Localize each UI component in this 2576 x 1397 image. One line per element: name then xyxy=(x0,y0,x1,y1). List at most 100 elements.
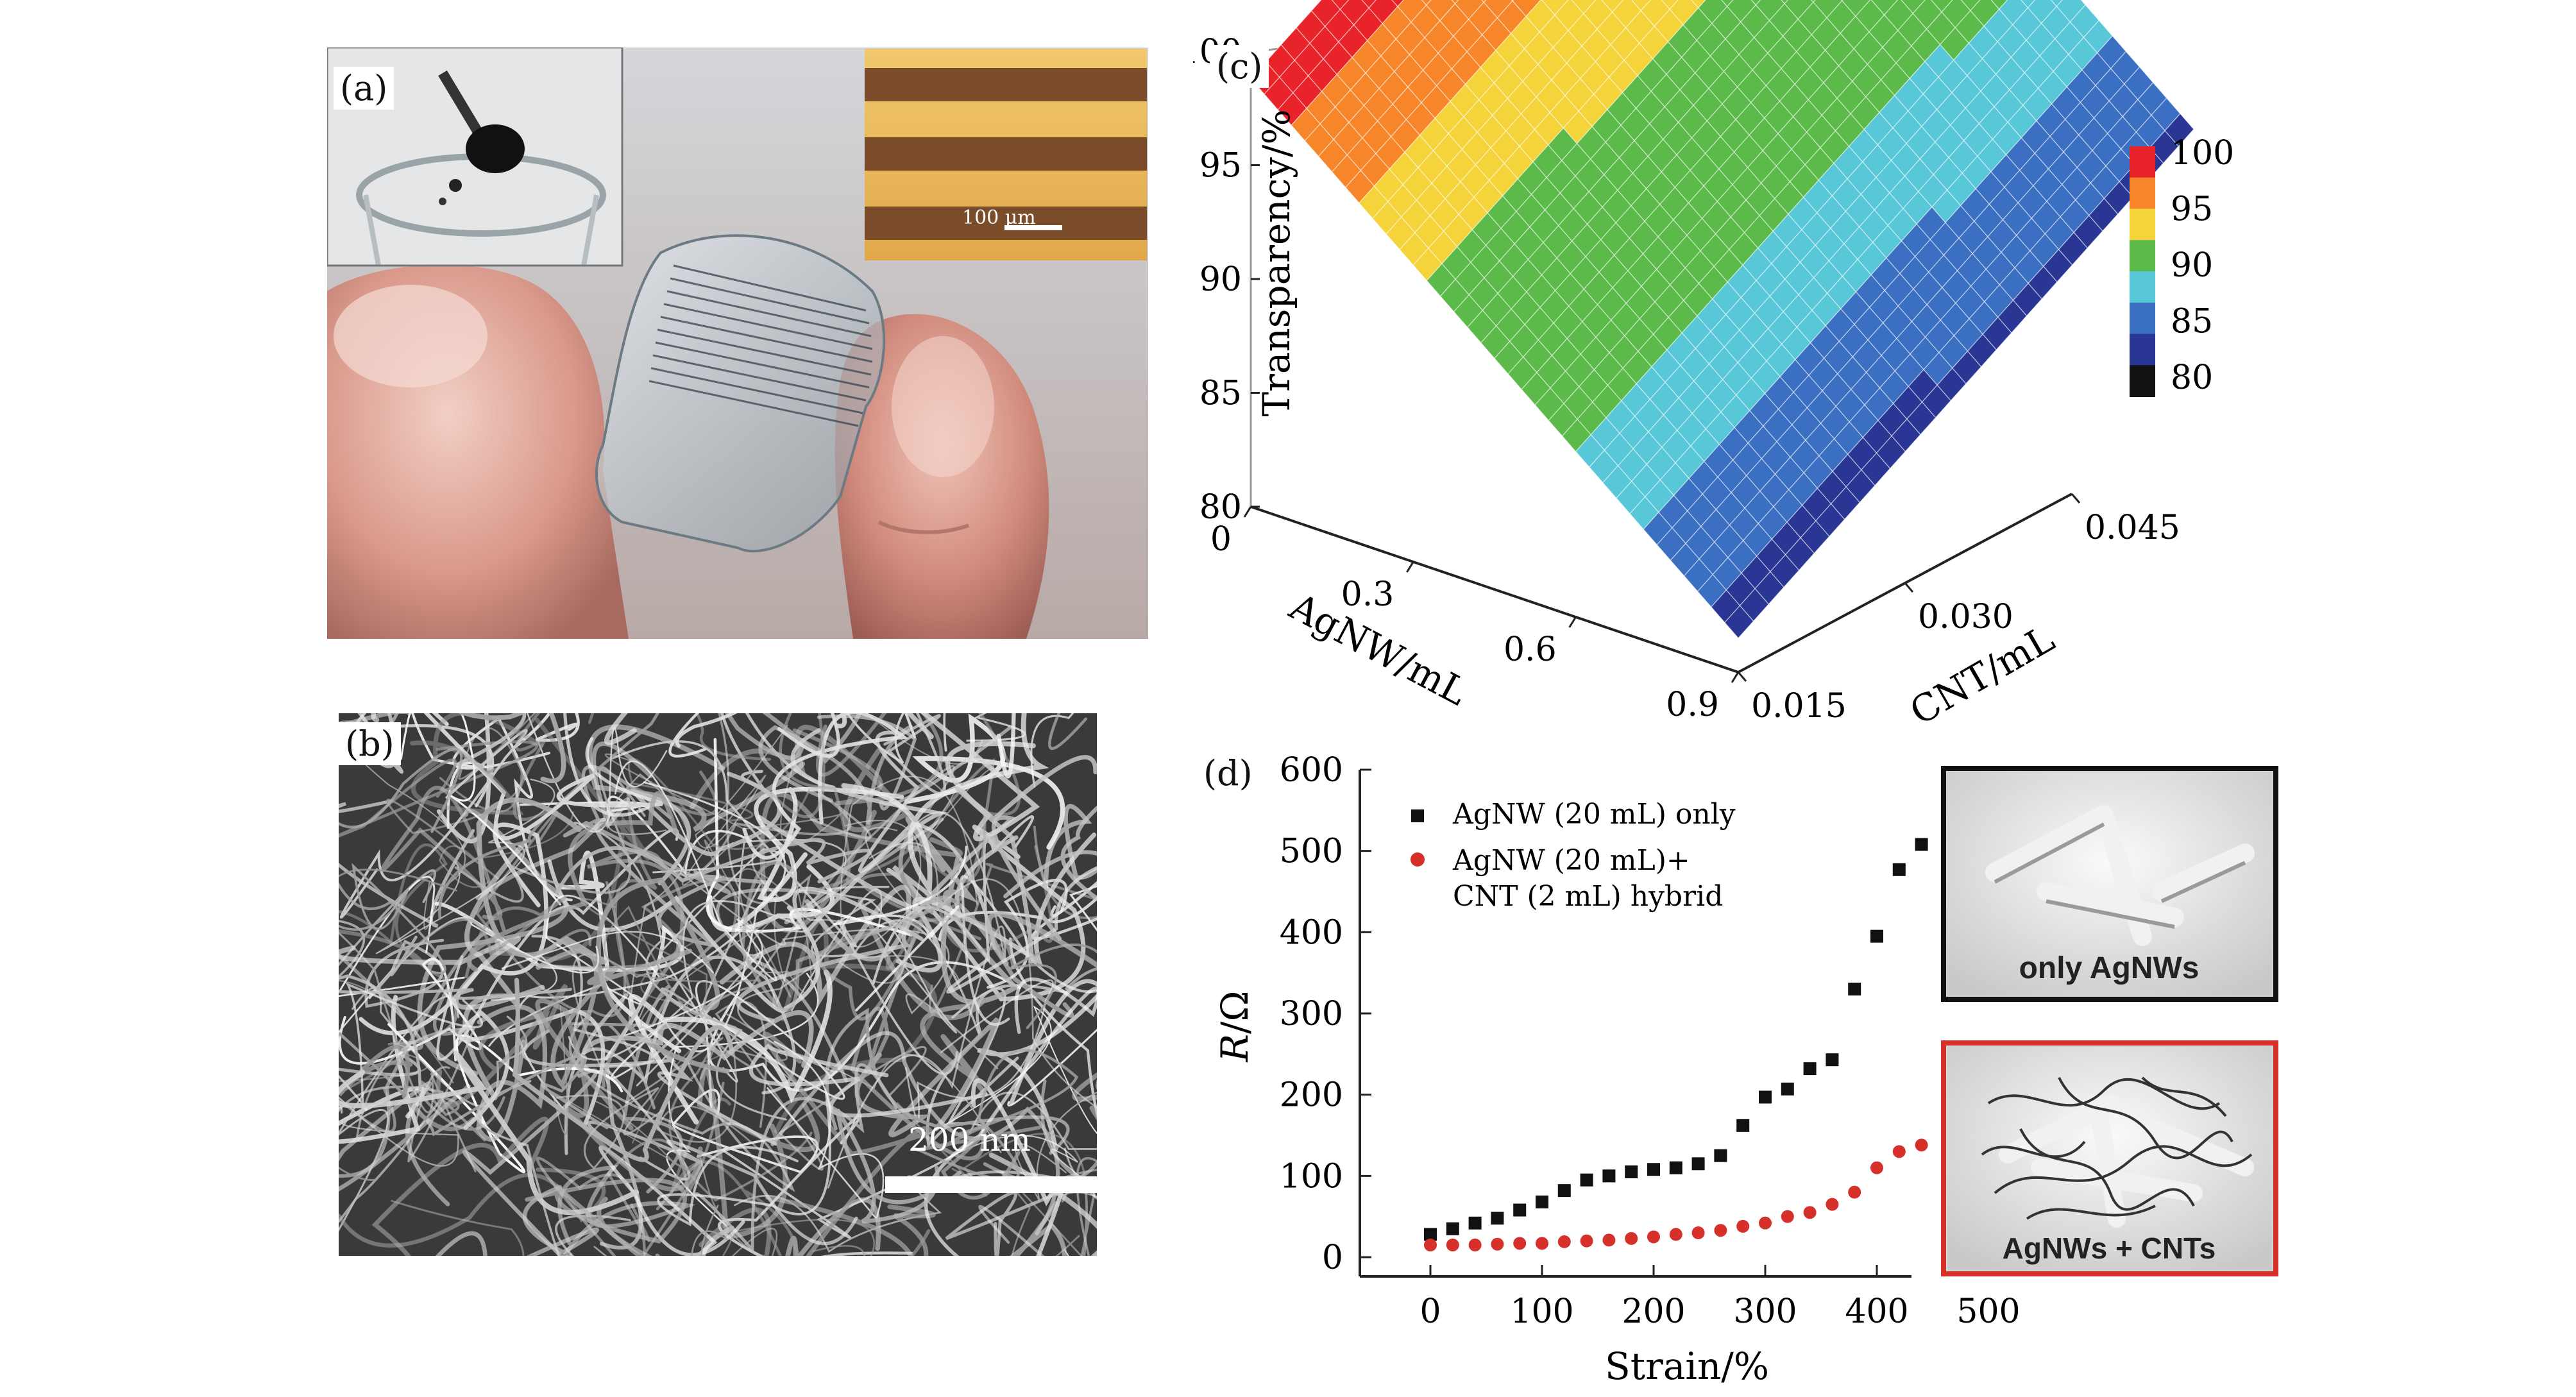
z-tick-label: 90 xyxy=(1199,260,1242,299)
y-tick-mark xyxy=(1904,582,1914,593)
sem-fiber xyxy=(671,1088,819,1174)
sem-fiber xyxy=(816,701,1021,892)
sem-fiber xyxy=(555,1087,663,1170)
sem-fiber xyxy=(690,724,911,833)
sem-fiber xyxy=(552,1004,688,1171)
x-tick-label: 0.3 xyxy=(1341,575,1394,614)
d-ylabel: R/Ω xyxy=(1213,990,1257,1062)
colorbar-segment xyxy=(2130,271,2155,303)
colorbar-tick-label: 80 xyxy=(2171,359,2213,397)
y-tick-label: 0.015 xyxy=(1751,687,1847,725)
colorbar-segment xyxy=(2130,302,2155,335)
surface-cell xyxy=(1391,0,1404,8)
point-agnw-cnt-hybrid xyxy=(1580,1234,1593,1248)
sem-fiber xyxy=(767,1040,885,1221)
d-x-tick-label: 0 xyxy=(1419,1292,1441,1331)
panel-d: 0 100 200 300 400 500 600 0 100 200 300 400 500 Str… xyxy=(1193,744,2284,1394)
x-tick-mark xyxy=(1731,672,1740,683)
sem-fiber xyxy=(895,833,1097,973)
sem-fiber xyxy=(674,792,872,877)
surface-cell xyxy=(1361,0,1377,9)
sem-fiber xyxy=(536,948,693,1089)
sem-fiber xyxy=(535,998,703,1192)
point-agnw-cnt-hybrid xyxy=(1848,1185,1861,1199)
point-agnw-cnt-hybrid xyxy=(1870,1161,1883,1174)
sem-fiber xyxy=(652,848,785,1083)
panel-c-surface-chart: 80 85 90 95 100 0 0.3 0.6 0.9 0.015 0.030 0.045 T… xyxy=(1178,0,2234,734)
y-tick-mark xyxy=(1737,672,1747,682)
y-tick-label: 0.045 xyxy=(2085,509,2180,547)
point-agnw-only xyxy=(1759,1090,1772,1104)
surface-cell xyxy=(1661,0,1679,10)
d-y-tick-label: 0 xyxy=(1322,1239,1343,1277)
sem-fiber xyxy=(610,781,786,1080)
sem-fiber xyxy=(587,1121,858,1246)
surface-cell xyxy=(1331,0,1350,10)
point-agnw-only xyxy=(1625,1165,1638,1178)
point-agnw-only xyxy=(1424,1228,1437,1241)
sem-fiber xyxy=(332,1051,640,1215)
z-tick-label: 95 xyxy=(1199,147,1242,185)
point-agnw-only xyxy=(1781,1082,1794,1096)
sem-fiber xyxy=(960,875,1135,1026)
point-agnw-cnt-hybrid xyxy=(1669,1228,1682,1241)
sem-fiber xyxy=(520,795,752,876)
sem-fiber xyxy=(568,900,807,1061)
surface-cell xyxy=(1931,0,1953,13)
point-agnw-cnt-hybrid xyxy=(1781,1210,1794,1223)
sem-fiber xyxy=(904,713,1065,850)
point-agnw-only xyxy=(1736,1119,1750,1132)
sem-fiber xyxy=(335,720,466,930)
point-agnw-only xyxy=(1669,1161,1682,1174)
sem-fiber xyxy=(476,1004,548,1142)
panel-b: (b) 200 nm xyxy=(143,485,1270,1397)
point-agnw-cnt-hybrid xyxy=(1424,1239,1437,1251)
d-x-tick-label: 100 xyxy=(1510,1292,1573,1331)
sem-fiber xyxy=(835,1108,962,1224)
sem-fiber xyxy=(318,974,572,1091)
y-tick-label: 0.030 xyxy=(1918,598,2013,636)
sem-fiber xyxy=(704,765,955,1067)
panel-d-scatter-chart: 0 100 200 300 400 500 600 0 100 200 300 400 500 Str… xyxy=(1213,751,2278,1388)
panel-a-label: (a) xyxy=(334,67,394,110)
surface-cell xyxy=(1960,0,1981,12)
sem-fiber xyxy=(337,1044,475,1131)
point-agnw-cnt-hybrid xyxy=(1691,1226,1705,1239)
d-y-tick-label: 400 xyxy=(1280,913,1343,952)
panel-a: (a) 100 μm xyxy=(326,46,1148,639)
panel-a-scale-bar xyxy=(1004,225,1062,230)
d-xlabel: Strain/% xyxy=(1605,1344,1769,1388)
point-agnw-only xyxy=(1513,1203,1527,1217)
sem-fiber xyxy=(840,775,978,948)
point-agnw-only xyxy=(1892,863,1906,876)
sem-fiber xyxy=(654,1219,875,1354)
surface-cell xyxy=(1721,0,1734,7)
sem-fiber xyxy=(586,849,684,1088)
x-tick-mark xyxy=(1568,616,1577,628)
point-agnw-only xyxy=(1915,838,1928,851)
x-tick-label: 0 xyxy=(1210,520,1232,559)
panel-a-photo xyxy=(326,46,1148,639)
sem-fiber xyxy=(858,731,997,950)
point-agnw-only xyxy=(1691,1157,1705,1171)
x-tick-mark xyxy=(1406,561,1414,573)
point-agnw-cnt-hybrid xyxy=(1602,1233,1616,1247)
sem-fiber xyxy=(355,1027,476,1163)
sem-fiber xyxy=(841,635,1049,896)
sem-fiber xyxy=(369,1185,599,1346)
panel-b-scale-bar xyxy=(885,1176,1097,1193)
d-y-tick-label: 200 xyxy=(1280,1076,1343,1115)
d-inset-agnws-cnts: AgNWs + CNTs xyxy=(1941,1040,2278,1276)
point-agnw-only xyxy=(1803,1062,1817,1076)
sem-fiber xyxy=(582,1010,814,1068)
d-inset-top-text: only AgNWs xyxy=(2019,951,2199,985)
panel-b-scale-text: 200 nm xyxy=(908,1121,1031,1158)
surface-cell xyxy=(1870,0,1899,16)
point-agnw-cnt-hybrid xyxy=(1491,1237,1504,1251)
colorbar-segment xyxy=(2130,240,2155,272)
surface-cell xyxy=(1631,0,1652,12)
d-y-tick-label: 100 xyxy=(1280,1157,1343,1196)
sem-fiber xyxy=(375,895,567,991)
point-agnw-cnt-hybrid xyxy=(1892,1145,1906,1158)
sem-fiber xyxy=(305,747,463,910)
